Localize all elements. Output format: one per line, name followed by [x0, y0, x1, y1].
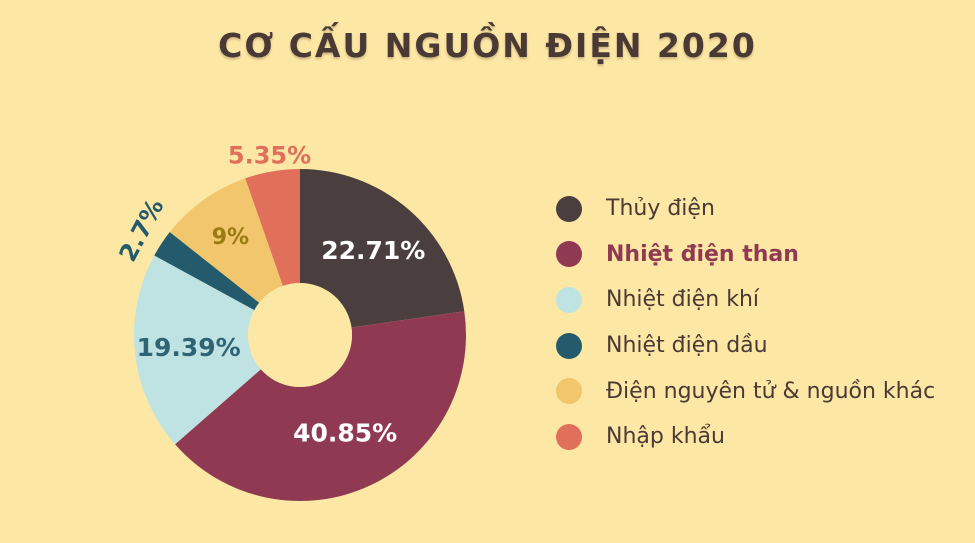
legend-item-1: Thủy điện: [556, 186, 935, 232]
legend-swatch: [556, 378, 582, 405]
legend-label: Nhiệt điện dầu: [606, 333, 768, 359]
donut-hole: [248, 283, 352, 387]
legend-swatch: [556, 286, 582, 313]
legend-item-6: Nhập khẩu: [556, 414, 935, 460]
pie-slice-3: [134, 255, 261, 445]
pie-slice-2: [175, 311, 466, 501]
data-label-1: 22.71%: [321, 236, 425, 265]
legend-swatch: [556, 195, 582, 222]
data-label-5: 9%: [212, 225, 249, 250]
legend-swatch: [556, 241, 582, 268]
legend-label: Thủy điện: [606, 196, 715, 222]
legend-label: Nhiệt điện than: [606, 241, 799, 267]
legend-label: Nhiệt điện khí: [606, 287, 760, 313]
pie-slice-6: [245, 169, 300, 286]
data-label-3: 19.39%: [137, 333, 241, 362]
chart-title: CƠ CẤU NGUỒN ĐIỆN 2020: [218, 26, 757, 65]
legend-swatch: [556, 423, 582, 450]
legend-item-3: Nhiệt điện khí: [556, 277, 935, 323]
pie-slice-1: [300, 169, 465, 328]
legend-item-5: Điện nguyên tử & nguồn khác: [556, 368, 935, 414]
legend-item-2: Nhiệt điện than: [556, 232, 935, 278]
data-label-6: 5.35%: [228, 142, 311, 170]
pie-slice-4: [154, 232, 260, 311]
data-label-2: 40.85%: [293, 419, 397, 448]
legend-swatch: [556, 332, 582, 359]
legend-label: Nhập khẩu: [606, 424, 725, 450]
chart-legend: Thủy điện Nhiệt điện than Nhiệt điện khí Nh…: [556, 186, 935, 460]
legend-label: Điện nguyên tử & nguồn khác: [606, 378, 936, 404]
pie-slice-5: [169, 178, 283, 303]
legend-item-4: Nhiệt điện dầu: [556, 323, 935, 369]
